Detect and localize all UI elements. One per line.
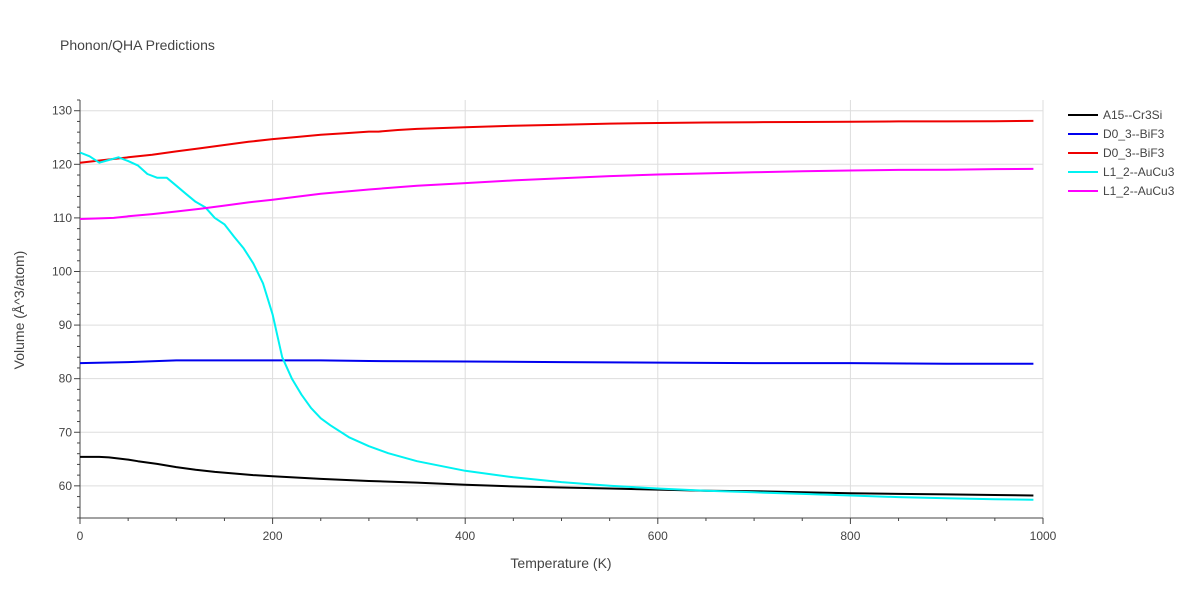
x-tick-label: 600: [648, 529, 668, 543]
y-tick-label: 100: [52, 264, 72, 278]
series-line-2: [79, 119, 1034, 164]
y-axis-label: Volume (Å^3/atom): [11, 251, 27, 370]
legend-label: A15--Cr3Si: [1103, 108, 1162, 122]
axes: 0 200 400 600 800 1000 60 70 80 90 100 110 120 130: [52, 99, 1057, 543]
y-tick-label: 80: [59, 372, 73, 386]
y-tick-label: 120: [52, 157, 72, 171]
legend-label: L1_2--AuCu3: [1103, 165, 1175, 179]
legend-label: L1_2--AuCu3: [1103, 184, 1175, 198]
series-line-4: [79, 167, 1034, 220]
y-tick-label: 110: [53, 211, 72, 225]
chart-title: Phonon/QHA Predictions: [60, 37, 215, 53]
y-tick-label: 60: [59, 479, 73, 493]
series-line-3: [79, 151, 1034, 501]
legend-label: D0_3--BiF3: [1103, 127, 1165, 141]
legend-item[interactable]: A15--Cr3Si: [1068, 108, 1162, 122]
y-tick-label: 130: [52, 104, 72, 118]
legend[interactable]: A15--Cr3Si D0_3--BiF3 D0_3--BiF3 L1_2--AuCu…: [1068, 108, 1175, 198]
legend-item[interactable]: L1_2--AuCu3: [1068, 165, 1175, 179]
x-tick-label: 200: [263, 529, 283, 543]
series-lines: [79, 119, 1034, 501]
grid: [80, 100, 1044, 518]
x-tick-label: 400: [455, 529, 475, 543]
y-tick-label: 90: [59, 318, 73, 332]
series-line-0: [80, 455, 1034, 497]
x-tick-label: 1000: [1030, 529, 1057, 543]
legend-label: D0_3--BiF3: [1103, 146, 1165, 160]
x-tick-label: 800: [840, 529, 860, 543]
y-tick-label: 70: [59, 425, 73, 439]
series-line-1: [79, 359, 1034, 365]
legend-item[interactable]: D0_3--BiF3: [1068, 146, 1165, 160]
x-axis-label: Temperature (K): [510, 555, 611, 571]
x-tick-label: 0: [77, 529, 84, 543]
legend-item[interactable]: L1_2--AuCu3: [1068, 184, 1175, 198]
legend-item[interactable]: D0_3--BiF3: [1068, 127, 1165, 141]
